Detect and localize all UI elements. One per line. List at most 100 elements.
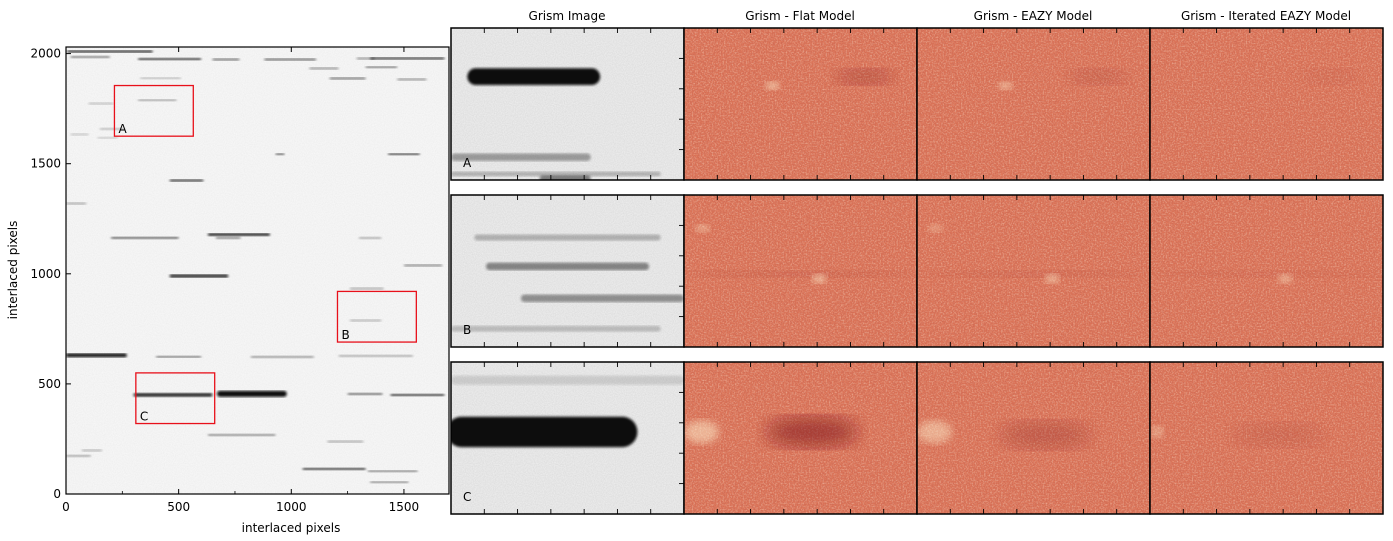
y-tick-label: 0 xyxy=(53,487,61,501)
panel-content xyxy=(917,195,1150,347)
spectrum-trace xyxy=(156,355,202,358)
zoom-panel-b-flat xyxy=(683,194,918,348)
zoom-panels: A B C xyxy=(450,27,1384,515)
residual-light-feature xyxy=(928,224,943,233)
region-label: C xyxy=(140,410,148,424)
y-tick-label: 500 xyxy=(38,377,61,391)
full-field-frame xyxy=(65,46,450,495)
zoom-panel-a-image: A xyxy=(450,27,685,181)
panel-frame xyxy=(1149,194,1384,348)
panel-noise-light xyxy=(1150,195,1383,347)
panel-content xyxy=(451,28,684,180)
spectrum-trace xyxy=(97,136,118,139)
residual-dark-feature xyxy=(1068,69,1127,85)
x-tick-label: 500 xyxy=(167,500,190,514)
spectrum-trace xyxy=(329,77,366,80)
spectrum-trace xyxy=(349,287,384,290)
spectrum-trace xyxy=(81,449,103,452)
spectrum-trace xyxy=(338,354,413,357)
residual-dark-feature xyxy=(917,271,1150,278)
residual-light-feature xyxy=(695,224,710,233)
column-title-grism-image: Grism Image xyxy=(529,9,606,23)
spectrum-trace xyxy=(467,68,601,85)
zoom-panel-a-flat xyxy=(683,27,918,181)
spectrum-trace xyxy=(349,319,382,322)
panel-noise-light xyxy=(1150,28,1383,180)
spectrum-trace xyxy=(212,58,240,61)
full-field-spectra xyxy=(66,50,445,484)
x-tick-label: 0 xyxy=(62,500,70,514)
residual-light-feature xyxy=(998,81,1013,90)
residual-light-feature xyxy=(1150,425,1164,439)
full-field-noise xyxy=(66,47,449,494)
zoom-panel-c-eazy xyxy=(916,361,1151,515)
spectrum-trace xyxy=(388,153,420,156)
residual-dark-feature xyxy=(684,271,917,278)
residual-dark-feature xyxy=(1301,69,1360,85)
panel-content xyxy=(1150,195,1383,347)
zoom-panel-b-image: B xyxy=(450,194,685,348)
panel-content xyxy=(684,28,917,180)
spectrum-trace xyxy=(66,454,91,457)
region-box xyxy=(135,372,216,425)
spectrum-trace xyxy=(169,274,229,278)
spectrum-trace xyxy=(390,394,445,397)
residual-light-feature xyxy=(684,420,719,444)
panel-row-label: A xyxy=(463,156,472,170)
residual-dark-feature xyxy=(1231,423,1325,447)
full-field-panel: A B C 0 500 1000 1500 0 500 1000 1500 2000 interla… xyxy=(6,46,450,535)
zoom-panel-c-iter xyxy=(1149,361,1384,515)
residual-dark-feature xyxy=(765,416,859,448)
residual-light-feature xyxy=(1278,274,1293,284)
spectrum-trace xyxy=(485,262,650,271)
zoom-panel-c-image: C xyxy=(450,361,685,515)
y-tick-label: 1000 xyxy=(30,267,61,281)
x-tick-label: 1000 xyxy=(276,500,307,514)
panel-noise-light xyxy=(917,28,1150,180)
spectrum-trace xyxy=(539,175,591,180)
panel-noise-light xyxy=(917,195,1150,347)
region-box xyxy=(336,290,417,343)
y-axis-label: interlaced pixels xyxy=(6,221,20,320)
spectrum-trace xyxy=(66,353,127,358)
spectrum-trace xyxy=(403,264,443,267)
panel-row-label: C xyxy=(463,490,471,504)
x-tick-label: 1500 xyxy=(389,500,420,514)
panel-content xyxy=(451,195,684,347)
spectrum-trace xyxy=(207,433,276,436)
zoom-panel-b-eazy xyxy=(916,194,1151,348)
panel-content xyxy=(1150,362,1383,514)
region-label: A xyxy=(118,122,127,136)
residual-dark-feature xyxy=(998,421,1092,449)
spectrum-trace xyxy=(264,58,317,61)
panel-content xyxy=(917,362,1150,514)
zoom-panel-a-iter xyxy=(1149,27,1384,181)
panel-noise xyxy=(451,195,684,347)
spectrum-trace xyxy=(358,237,382,240)
zoom-panel-c-flat xyxy=(683,361,918,515)
spectrum-trace xyxy=(111,236,179,239)
residual-light-feature xyxy=(765,81,780,90)
residual-light-feature xyxy=(1045,274,1060,284)
residual-dark-feature xyxy=(1150,271,1383,278)
spectrum-trace xyxy=(397,78,427,81)
spectrum-trace xyxy=(327,440,364,443)
spectrum-trace xyxy=(520,294,684,303)
spectrum-trace xyxy=(451,416,638,448)
zoom-panel-a-eazy xyxy=(916,27,1151,181)
spectrum-trace xyxy=(140,77,181,80)
panel-frame xyxy=(1149,361,1384,515)
spectrum-trace xyxy=(133,393,213,397)
residual-light-feature xyxy=(812,274,827,284)
spectrum-trace xyxy=(88,102,114,105)
spectrum-trace xyxy=(451,153,591,161)
spectrum-trace xyxy=(67,50,153,53)
spectrum-trace xyxy=(70,56,110,59)
region-box xyxy=(113,84,194,137)
y-tick-label: 1500 xyxy=(30,157,61,171)
spectrum-trace xyxy=(451,375,684,385)
panel-noise-light xyxy=(684,28,917,180)
panel-content xyxy=(1150,28,1383,180)
panel-content xyxy=(451,362,684,514)
